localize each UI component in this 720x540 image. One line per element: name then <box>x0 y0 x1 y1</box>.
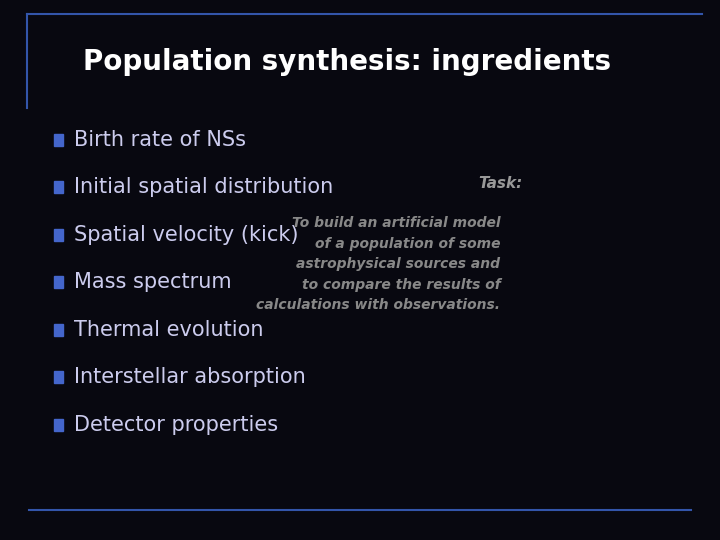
Text: Spatial velocity (kick): Spatial velocity (kick) <box>74 225 299 245</box>
Bar <box>54 324 63 336</box>
Text: Interstellar absorption: Interstellar absorption <box>74 367 306 387</box>
Text: Initial spatial distribution: Initial spatial distribution <box>74 177 333 197</box>
Bar <box>54 419 63 431</box>
Bar <box>54 134 63 146</box>
Text: Task:: Task: <box>478 176 523 191</box>
Bar <box>54 229 63 241</box>
Text: Mass spectrum: Mass spectrum <box>74 272 232 292</box>
Bar <box>54 181 63 193</box>
Text: Detector properties: Detector properties <box>74 415 279 435</box>
Text: Birth rate of NSs: Birth rate of NSs <box>74 130 246 150</box>
Bar <box>54 276 63 288</box>
Bar <box>54 372 63 383</box>
Text: Population synthesis: ingredients: Population synthesis: ingredients <box>83 48 611 76</box>
Text: To build an artificial model
of a population of some
astrophysical sources and
t: To build an artificial model of a popula… <box>256 216 500 313</box>
Text: Thermal evolution: Thermal evolution <box>74 320 264 340</box>
